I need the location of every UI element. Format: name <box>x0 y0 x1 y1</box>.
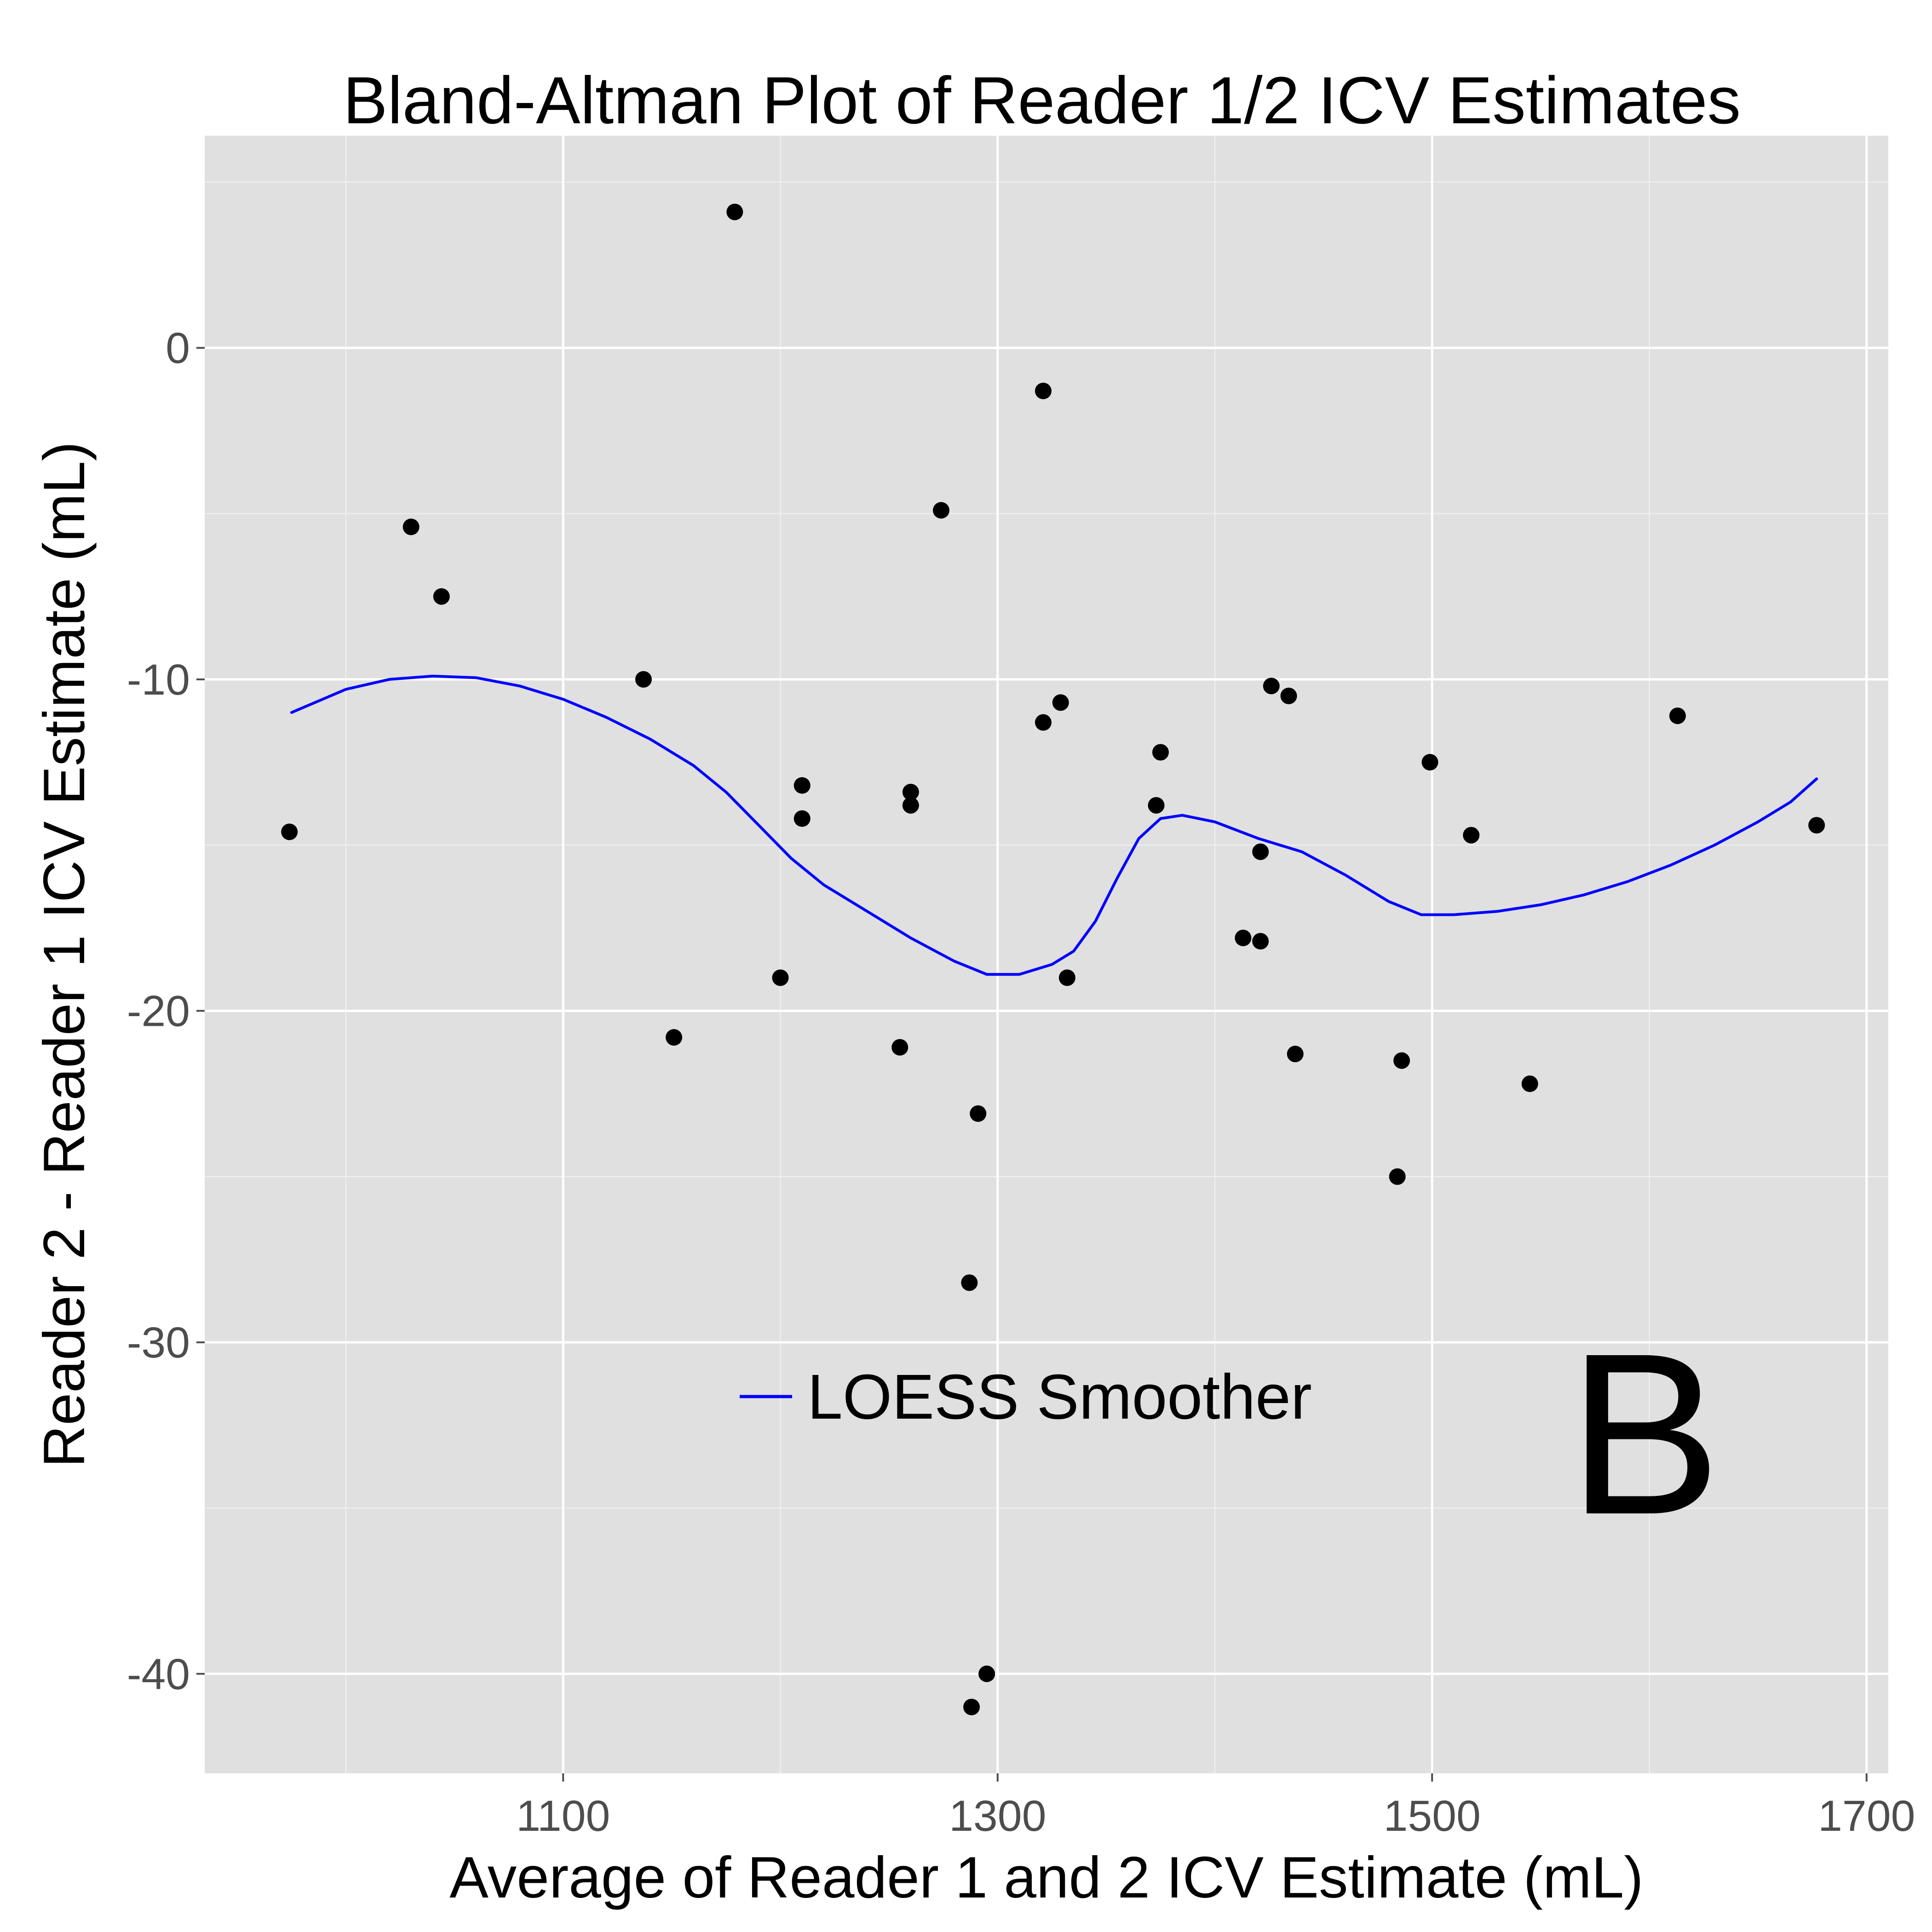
data-point <box>1463 827 1480 844</box>
data-point <box>1252 843 1269 860</box>
data-point <box>1421 754 1438 771</box>
data-point <box>1389 1168 1406 1185</box>
x-tick-label: 1500 <box>1384 1792 1481 1840</box>
data-point <box>402 518 420 535</box>
data-point <box>794 810 811 827</box>
data-point <box>1148 797 1165 814</box>
data-point <box>1152 744 1169 761</box>
data-point <box>1035 382 1052 399</box>
x-tick-label: 1700 <box>1818 1792 1915 1840</box>
data-point <box>961 1274 978 1291</box>
data-point <box>1808 816 1825 834</box>
data-point <box>902 783 919 800</box>
data-point <box>1035 714 1052 731</box>
x-tick-label: 1100 <box>516 1792 610 1840</box>
y-tick-label: -40 <box>127 1650 190 1699</box>
data-point <box>1669 707 1686 724</box>
x-axis-ticks: 1100 1300 1500 1700 <box>516 1773 1915 1840</box>
data-point <box>281 823 298 840</box>
data-point <box>978 1665 995 1682</box>
data-point <box>963 1698 980 1715</box>
minor-grid <box>205 136 1888 1773</box>
data-point <box>666 1029 683 1046</box>
loess-smoother-group <box>290 674 1818 976</box>
scatter-points-group <box>281 203 1825 1715</box>
plot-panel <box>205 136 1888 1773</box>
data-point <box>970 1105 987 1122</box>
panel-label: B <box>1568 1305 1721 1562</box>
legend: LOESS Smoother <box>740 1362 1312 1432</box>
data-point <box>932 502 949 519</box>
data-point <box>433 588 450 605</box>
data-point <box>794 777 811 794</box>
major-grid <box>205 136 1888 1773</box>
data-point <box>1252 933 1269 950</box>
loess-smoother-line <box>290 674 1818 976</box>
legend-label-loess: LOESS Smoother <box>807 1362 1312 1432</box>
data-point <box>891 1039 908 1056</box>
data-point <box>1235 929 1252 946</box>
data-point <box>1263 678 1280 695</box>
chart-title: Bland-Altman Plot of Reader 1/2 ICV Esti… <box>343 63 1741 138</box>
data-point <box>902 797 919 814</box>
data-point <box>1280 687 1297 704</box>
data-point <box>1287 1046 1304 1063</box>
y-tick-label: 0 <box>166 324 190 373</box>
x-tick-label: 1300 <box>949 1792 1046 1840</box>
y-tick-label: -30 <box>127 1318 190 1367</box>
y-tick-label: -10 <box>127 656 190 704</box>
y-tick-label: -20 <box>127 987 190 1036</box>
data-point <box>772 969 789 986</box>
data-point <box>1058 969 1075 986</box>
x-axis-title: Average of Reader 1 and 2 ICV Estimate (… <box>449 1845 1643 1910</box>
data-point <box>1052 694 1069 711</box>
data-point <box>726 203 743 220</box>
y-axis-ticks: 0 -10 -20 -30 -40 <box>127 324 205 1699</box>
y-axis-title: Reader 2 - Reader 1 ICV Estimate (mL) <box>31 442 97 1467</box>
data-point <box>1393 1052 1410 1069</box>
data-point <box>635 671 652 688</box>
data-point <box>1521 1075 1538 1092</box>
